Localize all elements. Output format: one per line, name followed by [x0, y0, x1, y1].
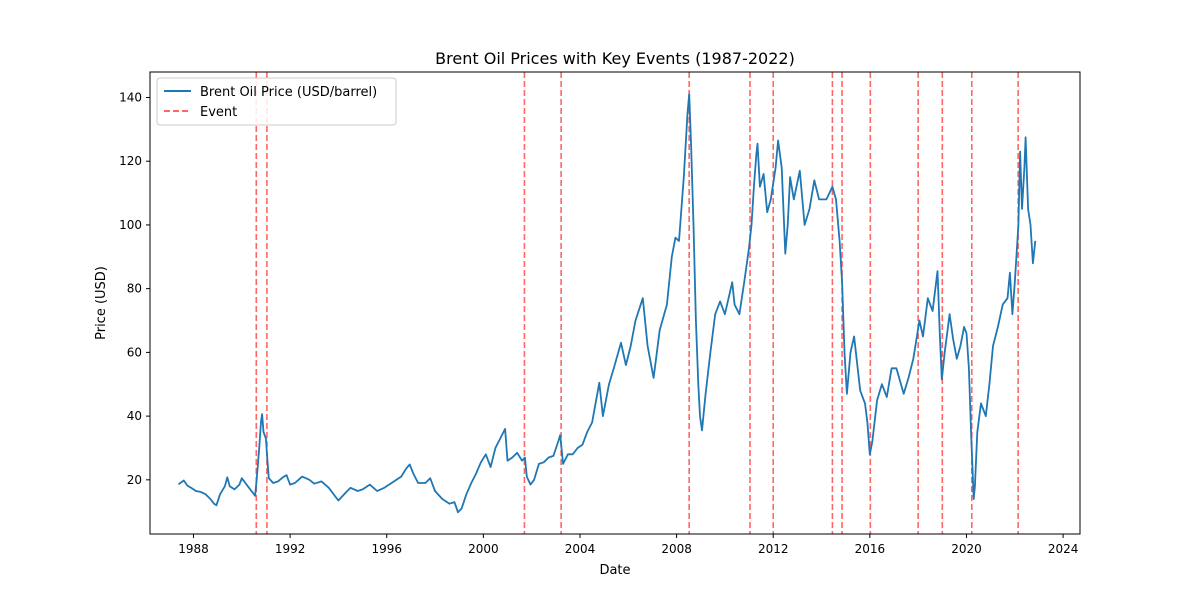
chart-title: Brent Oil Prices with Key Events (1987-2… — [435, 49, 795, 68]
x-tick-label: 2012 — [758, 542, 789, 556]
y-tick-label: 80 — [127, 282, 142, 296]
plot-area-frame — [149, 71, 1081, 535]
y-tick-label: 40 — [127, 409, 142, 423]
y-axis-label: Price (USD) — [94, 266, 109, 340]
x-tick-label: 2020 — [951, 542, 982, 556]
x-tick-label: 2008 — [661, 542, 692, 556]
y-axis-ticks: 20 40 60 80 100 120 140 — [119, 90, 150, 487]
x-tick-label: 1996 — [371, 542, 402, 556]
x-tick-label: 1988 — [178, 542, 209, 556]
y-tick-label: 60 — [127, 345, 142, 359]
x-axis-ticks: 1988 1992 1996 2000 2004 2008 2012 2016 2020 2024 — [178, 534, 1078, 556]
y-tick-label: 120 — [119, 154, 142, 168]
x-tick-label: 2016 — [855, 542, 886, 556]
x-tick-label: 2004 — [565, 542, 596, 556]
legend-label-event: Event — [200, 105, 237, 120]
y-tick-label: 100 — [119, 218, 142, 232]
x-axis-label: Date — [599, 563, 630, 578]
x-tick-label: 2000 — [468, 542, 499, 556]
legend-label-price: Brent Oil Price (USD/barrel) — [200, 85, 377, 100]
series-line-brent — [177, 93, 1037, 514]
event-lines — [255, 72, 1019, 534]
legend: Brent Oil Price (USD/barrel) Event — [156, 77, 397, 126]
y-tick-label: 20 — [127, 473, 142, 487]
x-tick-label: 1992 — [275, 542, 306, 556]
price-series — [177, 93, 1037, 514]
x-tick-label: 2024 — [1048, 542, 1079, 556]
y-tick-label: 140 — [119, 90, 142, 104]
legend-box — [156, 77, 397, 126]
